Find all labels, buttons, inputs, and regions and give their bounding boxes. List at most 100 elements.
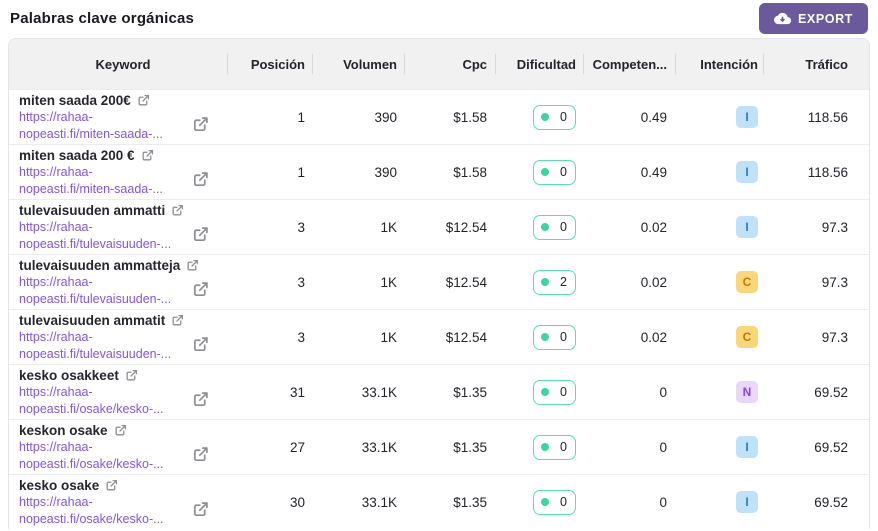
volume-value: 1K (380, 274, 397, 290)
difficulty-badge: 0 (533, 434, 576, 460)
intent-cell: N (675, 365, 763, 419)
traffic-value: 118.56 (807, 164, 848, 180)
column-header-difficulty[interactable]: Dificultad (495, 39, 583, 89)
intent-badge: I (736, 161, 758, 183)
open-url-icon[interactable] (192, 391, 209, 411)
difficulty-cell: 0 (495, 475, 583, 529)
external-link-icon[interactable] (171, 314, 184, 327)
organic-keywords-table: Keyword Posición Volumen Cpc Dificultad … (8, 38, 870, 529)
intent-badge: N (736, 381, 758, 403)
intent-cell: I (675, 420, 763, 474)
open-url-icon[interactable] (192, 446, 209, 466)
url-line-2: nopeasti.fi/miten-saada-... (19, 126, 163, 141)
difficulty-cell: 0 (495, 420, 583, 474)
result-url-link[interactable]: https://rahaa- nopeasti.fi/tulevaisuuden… (19, 274, 171, 308)
table-row: miten saada 200 € https://rahaa- nopeast… (9, 144, 869, 199)
external-link-icon[interactable] (137, 94, 150, 107)
column-header-traffic[interactable]: Tráfico (763, 39, 869, 89)
open-url-icon[interactable] (192, 226, 209, 246)
external-link-icon[interactable] (105, 479, 118, 492)
cpc-value: $12.54 (445, 274, 487, 290)
keyword-cell: kesko osakkeet https://rahaa- nopeasti.f… (9, 365, 227, 419)
export-button[interactable]: EXPORT (759, 3, 868, 34)
result-url-link[interactable]: https://rahaa- nopeasti.fi/osake/kesko-.… (19, 494, 164, 528)
export-button-label: EXPORT (798, 11, 853, 26)
column-header-position[interactable]: Posición (227, 39, 312, 89)
keyword-cell: keskon osake https://rahaa- nopeasti.fi/… (9, 420, 227, 474)
table-row: keskon osake https://rahaa- nopeasti.fi/… (9, 419, 869, 474)
open-url-icon[interactable] (192, 501, 209, 521)
result-url-link[interactable]: https://rahaa- nopeasti.fi/miten-saada-.… (19, 109, 163, 143)
column-header-keyword[interactable]: Keyword (95, 56, 151, 72)
difficulty-dot-icon (541, 113, 549, 121)
url-line-1: https://rahaa- (19, 439, 93, 454)
difficulty-cell: 2 (495, 255, 583, 309)
difficulty-value: 0 (560, 495, 567, 509)
difficulty-value: 0 (560, 330, 567, 344)
result-url-link[interactable]: https://rahaa- nopeasti.fi/osake/kesko-.… (19, 384, 164, 418)
difficulty-dot-icon (541, 278, 549, 286)
keyword-text: kesko osake (19, 477, 100, 493)
keyword-text: keskon osake (19, 422, 108, 438)
url-line-2: nopeasti.fi/osake/kesko-... (19, 511, 164, 526)
external-link-icon[interactable] (114, 424, 127, 437)
external-link-icon[interactable] (171, 204, 184, 217)
competition-value: 0.02 (640, 274, 667, 290)
url-line-2: nopeasti.fi/tulevaisuuden-... (19, 236, 172, 251)
difficulty-cell: 0 (495, 90, 583, 144)
cpc-value: $12.54 (445, 219, 487, 235)
url-line-1: https://rahaa- (19, 384, 93, 399)
volume-value: 1K (380, 219, 397, 235)
column-header-competition[interactable]: Competen... (583, 39, 675, 89)
difficulty-dot-icon (541, 333, 549, 341)
column-header-intent[interactable]: Intención (675, 39, 763, 89)
keyword-text: miten saada 200 € (19, 147, 135, 163)
external-link-icon[interactable] (186, 259, 199, 272)
intent-cell: I (675, 475, 763, 529)
cpc-value: $12.54 (445, 329, 487, 345)
result-url-link[interactable]: https://rahaa- nopeasti.fi/miten-saada-.… (19, 164, 163, 198)
difficulty-dot-icon (541, 443, 549, 451)
result-url-link[interactable]: https://rahaa- nopeasti.fi/tulevaisuuden… (19, 219, 171, 253)
external-link-icon[interactable] (141, 149, 154, 162)
url-line-2: nopeasti.fi/osake/kesko-... (19, 456, 164, 471)
keyword-cell: tulevaisuuden ammatteja https://rahaa- n… (9, 255, 227, 309)
difficulty-badge: 0 (533, 324, 576, 350)
traffic-value: 69.52 (814, 439, 848, 455)
competition-value: 0.49 (640, 109, 667, 125)
result-url-link[interactable]: https://rahaa- nopeasti.fi/tulevaisuuden… (19, 329, 171, 363)
page-title: Palabras clave orgánicas (10, 10, 195, 27)
open-url-icon[interactable] (192, 281, 209, 301)
competition-value: 0.02 (640, 329, 667, 345)
column-header-volume[interactable]: Volumen (312, 39, 404, 89)
position-value: 3 (297, 219, 305, 235)
open-url-icon[interactable] (192, 171, 209, 191)
url-line-1: https://rahaa- (19, 109, 93, 124)
difficulty-badge: 0 (533, 489, 576, 515)
keyword-text: miten saada 200€ (19, 92, 131, 108)
difficulty-value: 0 (560, 385, 567, 399)
cpc-value: $1.58 (453, 109, 487, 125)
difficulty-badge: 0 (533, 159, 576, 185)
open-url-icon[interactable] (192, 116, 209, 136)
keyword-text: tulevaisuuden ammatteja (19, 257, 181, 273)
intent-badge: C (736, 326, 758, 348)
cpc-value: $1.58 (453, 164, 487, 180)
position-value: 31 (289, 384, 305, 400)
volume-value: 33.1K (361, 439, 397, 455)
position-value: 3 (297, 329, 305, 345)
result-url-link[interactable]: https://rahaa- nopeasti.fi/osake/kesko-.… (19, 439, 164, 473)
column-header-cpc[interactable]: Cpc (404, 39, 495, 89)
volume-value: 33.1K (361, 384, 397, 400)
url-line-2: nopeasti.fi/osake/kesko-... (19, 401, 164, 416)
external-link-icon[interactable] (125, 369, 138, 382)
open-url-icon[interactable] (192, 336, 209, 356)
difficulty-value: 0 (560, 220, 567, 234)
keyword-cell: tulevaisuuden ammatti https://rahaa- nop… (9, 200, 227, 254)
keyword-cell: miten saada 200€ https://rahaa- nopeasti… (9, 90, 227, 144)
intent-badge: I (736, 436, 758, 458)
volume-value: 33.1K (361, 494, 397, 510)
table-body: miten saada 200€ https://rahaa- nopeasti… (9, 89, 869, 529)
position-value: 3 (297, 274, 305, 290)
intent-cell: C (675, 255, 763, 309)
